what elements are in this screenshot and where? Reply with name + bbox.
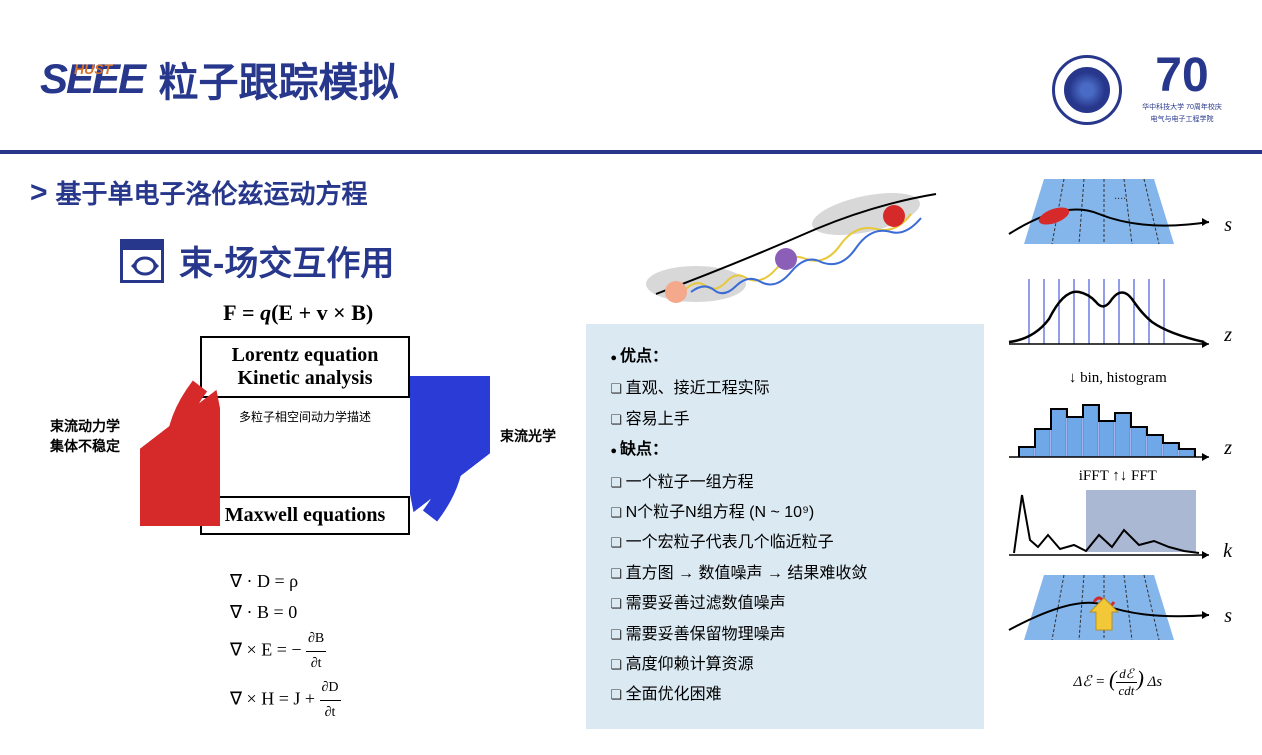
university-seal-icon	[1052, 55, 1122, 125]
diag5-equation: Δℰ = (dℰcdt) Δs	[1004, 666, 1232, 699]
section-heading: 基于单电子洛伦兹运动方程	[56, 174, 368, 211]
beam-title: 束-场交互作用	[179, 236, 394, 285]
cycle-left-l1: 束流动力学	[50, 416, 140, 436]
diagram-bunch-s: .... s	[1004, 174, 1232, 274]
advantages-header: 优点：	[610, 342, 959, 372]
section-heading-row: > 基于单电子洛伦兹运动方程	[30, 174, 566, 211]
dis-item-6: 需要妥善保留物理噪声	[610, 620, 959, 650]
diag3-axis: z	[1224, 437, 1232, 460]
logo-hust-text: HUST	[74, 61, 112, 77]
anniversary-sub1: 华中科技大学 70周年校庆	[1142, 102, 1222, 112]
red-arrow-icon	[140, 376, 220, 526]
seal-inner-icon	[1064, 67, 1110, 113]
logo-seee: SEEE HUST	[40, 55, 144, 103]
chevron-icon: >	[30, 176, 48, 210]
diagram-histogram-z: z	[1004, 387, 1232, 472]
maxwell-e3: ∇ × E = − ∂B∂t	[230, 627, 566, 676]
adv-item-1: 直观、接近工程实际	[610, 374, 959, 404]
beam-heading-row: 束-场交互作用	[120, 236, 566, 285]
dis-item-5: 需要妥善过滤数值噪声	[610, 589, 959, 619]
middle-column: 优点： 直观、接近工程实际 容易上手 缺点： 一个粒子一组方程 N个粒子N组方程…	[586, 174, 983, 729]
maxwell-e1: ∇ · D = ρ	[230, 566, 566, 597]
anniversary-sub2: 电气与电子工程学院	[1142, 114, 1222, 124]
anniversary-number: 70	[1142, 52, 1222, 100]
lorentz-sub: 多粒子相空间动力学描述	[200, 408, 410, 425]
dis-item-7: 高度仰赖计算资源	[610, 650, 959, 680]
cycle-right-label: 束流光学	[500, 426, 590, 446]
diag2-axis: z	[1224, 324, 1232, 347]
dis-item-4: 直方图 → 数值噪声 → 结果难收敛	[610, 559, 959, 589]
anniversary-badge: 70 华中科技大学 70周年校庆 电气与电子工程学院	[1142, 52, 1222, 124]
lorentz-force-eq: F = q(E + v × B)	[30, 300, 566, 326]
diagram-feedback-s: s	[1004, 570, 1232, 670]
disadvantages-header: 缺点：	[610, 435, 959, 465]
slide-title: 粒子跟踪模拟	[159, 50, 399, 108]
left-column: > 基于单电子洛伦兹运动方程 束-场交互作用 F = q(E + v × B) …	[30, 174, 566, 729]
diagram-profile-z: z	[1004, 274, 1232, 374]
diagram-spectrum-k: k	[1004, 485, 1232, 570]
diag1-axis: s	[1224, 214, 1232, 237]
maxwell-e2: ∇ · B = 0	[230, 597, 566, 628]
right-column: .... s z ↓ bin, hist	[1004, 174, 1232, 729]
maxwell-equations: ∇ · D = ρ ∇ · B = 0 ∇ × E = − ∂B∂t ∇ × H…	[230, 566, 566, 724]
cycle-icon	[120, 239, 164, 283]
svg-text:....: ....	[1114, 190, 1126, 202]
gridlines	[1029, 279, 1164, 344]
slide-content: > 基于单电子洛伦兹运动方程 束-场交互作用 F = q(E + v × B) …	[0, 154, 1262, 749]
maxwell-box: Maxwell equations	[200, 496, 410, 535]
dis-item-1: 一个粒子一组方程	[610, 468, 959, 498]
adv-item-2: 容易上手	[610, 405, 959, 435]
trajectory-diagram	[616, 174, 983, 314]
cycle-diagram: Lorentz equation Kinetic analysis 多粒子相空间…	[30, 336, 566, 566]
slide-header: SEEE HUST 粒子跟踪模拟 70 华中科技大学 70周年校庆 电气与电子工…	[0, 0, 1262, 150]
lorentz-box: Lorentz equation Kinetic analysis	[200, 336, 410, 398]
lorentz-box-l1: Lorentz equation	[202, 344, 408, 367]
maxwell-e4: ∇ × H = J + ∂D∂t	[230, 676, 566, 725]
blue-arrow-icon	[410, 376, 490, 526]
cycle-left-label: 束流动力学 集体不稳定	[50, 416, 140, 456]
dis-item-2: N个粒子N组方程 (N ~ 10⁹)	[610, 498, 959, 528]
dis-item-8: 全面优化困难	[610, 680, 959, 710]
properties-box: 优点： 直观、接近工程实际 容易上手 缺点： 一个粒子一组方程 N个粒子N组方程…	[586, 324, 983, 729]
lorentz-box-l2: Kinetic analysis	[202, 367, 408, 390]
diag4-axis: k	[1223, 540, 1232, 563]
dis-item-3: 一个宏粒子代表几个临近粒子	[610, 528, 959, 558]
cycle-left-l2: 集体不稳定	[50, 436, 140, 456]
diag5-axis: s	[1224, 605, 1232, 628]
